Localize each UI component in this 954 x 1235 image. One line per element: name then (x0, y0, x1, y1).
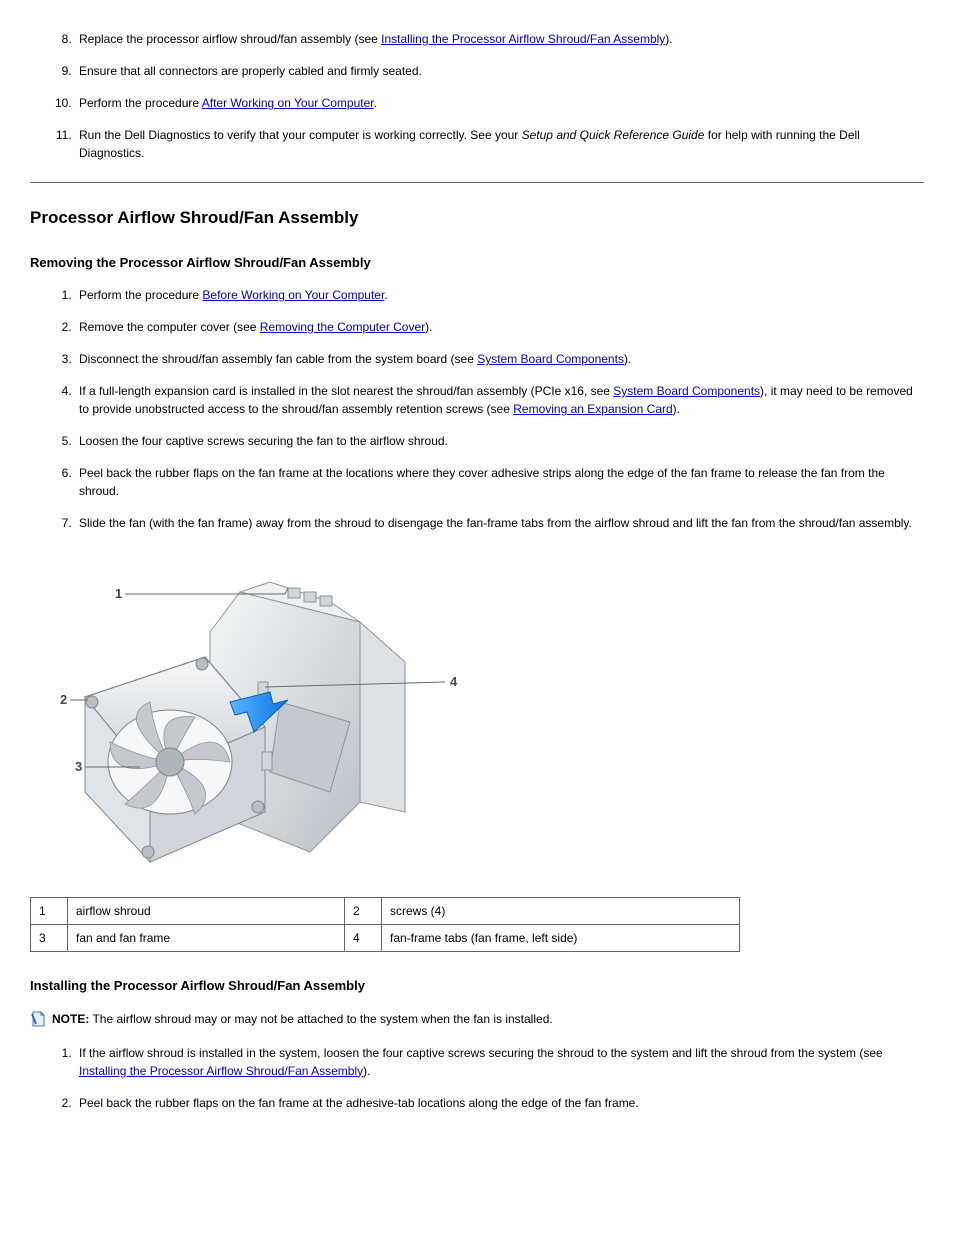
istep-2: Peel back the rubber flaps on the fan fr… (75, 1094, 924, 1112)
svg-text:3: 3 (75, 759, 82, 774)
table-row: 3 fan and fan frame 4 fan-frame tabs (fa… (31, 925, 740, 952)
fan-shroud-svg: 1 2 3 4 (30, 552, 460, 882)
svg-text:2: 2 (60, 692, 67, 707)
key-1-l: airflow shroud (68, 898, 345, 925)
section-title: Processor Airflow Shroud/Fan Assembly (30, 205, 924, 231)
rstep-2-link[interactable]: Removing the Computer Cover (260, 320, 425, 334)
key-2-n: 2 (345, 898, 382, 925)
istep-1-link[interactable]: Installing the Processor Airflow Shroud/… (79, 1064, 363, 1078)
step-8-link[interactable]: Installing the Processor Airflow Shroud/… (381, 32, 665, 46)
rstep-4: If a full-length expansion card is insta… (75, 382, 924, 418)
table-row: 1 airflow shroud 2 screws (4) (31, 898, 740, 925)
step-10: Perform the procedure After Working on Y… (75, 94, 924, 112)
rstep-4-link1[interactable]: System Board Components (613, 384, 760, 398)
step-8-pre: Replace the processor airflow shroud/fan… (79, 32, 381, 46)
step-9-text: Ensure that all connectors are properly … (79, 64, 422, 78)
rstep-7: Slide the fan (with the fan frame) away … (75, 514, 924, 532)
note-body: The airflow shroud may or may not be att… (89, 1012, 552, 1026)
divider (30, 182, 924, 183)
step-11-pre: Run the Dell Diagnostics to verify that … (79, 128, 522, 142)
step-10-pre: Perform the procedure (79, 96, 202, 110)
key-1-n: 1 (31, 898, 68, 925)
istep-1: If the airflow shroud is installed in th… (75, 1044, 924, 1080)
step-9: Ensure that all connectors are properly … (75, 62, 924, 80)
step-11-italic: Setup and Quick Reference Guide (522, 128, 705, 142)
key-3-n: 3 (31, 925, 68, 952)
note-icon (30, 1011, 46, 1032)
rstep-5: Loosen the four captive screws securing … (75, 432, 924, 450)
note-lead: NOTE: (52, 1012, 89, 1026)
rstep-4-link2[interactable]: Removing an Expansion Card (513, 402, 672, 416)
step-10-link[interactable]: After Working on Your Computer (202, 96, 374, 110)
upper-steps: Replace the processor airflow shroud/fan… (30, 30, 924, 162)
key-4-n: 4 (345, 925, 382, 952)
callout-key-table: 1 airflow shroud 2 screws (4) 3 fan and … (30, 897, 740, 952)
removal-title: Removing the Processor Airflow Shroud/Fa… (30, 253, 924, 273)
rstep-2: Remove the computer cover (see Removing … (75, 318, 924, 336)
removal-steps: Perform the procedure Before Working on … (30, 286, 924, 532)
svg-text:1: 1 (115, 586, 122, 601)
step-8: Replace the processor airflow shroud/fan… (75, 30, 924, 48)
rstep-1: Perform the procedure Before Working on … (75, 286, 924, 304)
rstep-6: Peel back the rubber flaps on the fan fr… (75, 464, 924, 500)
rstep-3-link[interactable]: System Board Components (477, 352, 624, 366)
step-8-post: ). (665, 32, 672, 46)
step-11: Run the Dell Diagnostics to verify that … (75, 126, 924, 162)
install-steps: If the airflow shroud is installed in th… (30, 1044, 924, 1112)
rstep-3: Disconnect the shroud/fan assembly fan c… (75, 350, 924, 368)
fan-shroud-figure: 1 2 3 4 (30, 552, 924, 887)
install-title: Installing the Processor Airflow Shroud/… (30, 976, 924, 996)
key-2-l: screws (4) (382, 898, 740, 925)
key-3-l: fan and fan frame (68, 925, 345, 952)
rstep-1-link[interactable]: Before Working on Your Computer (202, 288, 384, 302)
step-10-post: . (374, 96, 377, 110)
note: NOTE: The airflow shroud may or may not … (30, 1010, 924, 1032)
key-4-l: fan-frame tabs (fan frame, left side) (382, 925, 740, 952)
svg-text:4: 4 (450, 674, 458, 689)
